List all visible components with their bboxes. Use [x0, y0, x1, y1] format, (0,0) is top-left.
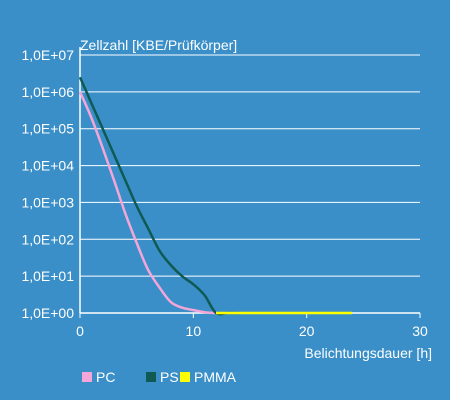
x-axis: 0 10 20 30	[76, 312, 428, 339]
legend-label-ps: PS	[160, 369, 179, 385]
x-axis-label: Belichtungsdauer [h]	[304, 345, 432, 361]
y-tick-label: 1,0E+04	[21, 158, 74, 174]
legend-label-pc: PC	[96, 369, 115, 385]
y-axis: 1,0E+00 1,0E+01 1,0E+02 1,0E+03 1,0E+04 1,0E+…	[21, 47, 81, 321]
grid	[80, 54, 420, 314]
x-tick-label: 10	[186, 323, 202, 339]
y-tick-label: 1,0E+06	[21, 84, 74, 100]
y-tick-label: 1,0E+00	[21, 305, 74, 321]
legend-swatch-pmma	[180, 372, 190, 382]
y-tick-label: 1,0E+01	[21, 268, 74, 284]
y-tick-label: 1,0E+03	[21, 194, 74, 210]
series-lines	[78, 76, 352, 316]
legend: PC PS PMMA	[82, 369, 237, 385]
legend-swatch-ps	[146, 372, 156, 382]
x-tick-label: 30	[412, 323, 428, 339]
x-tick-label: 0	[76, 323, 84, 339]
y-tick-label: 1,0E+07	[21, 47, 74, 63]
legend-swatch-pc	[82, 372, 92, 382]
x-tick-label: 20	[299, 323, 315, 339]
y-tick-label: 1,0E+02	[21, 231, 74, 247]
y-axis-label: Zellzahl [KBE/Prüfkörper]	[80, 37, 237, 53]
series-line-pc	[78, 91, 217, 315]
series-line-ps	[78, 76, 239, 316]
y-tick-label: 1,0E+05	[21, 121, 74, 137]
legend-label-pmma: PMMA	[194, 369, 237, 385]
